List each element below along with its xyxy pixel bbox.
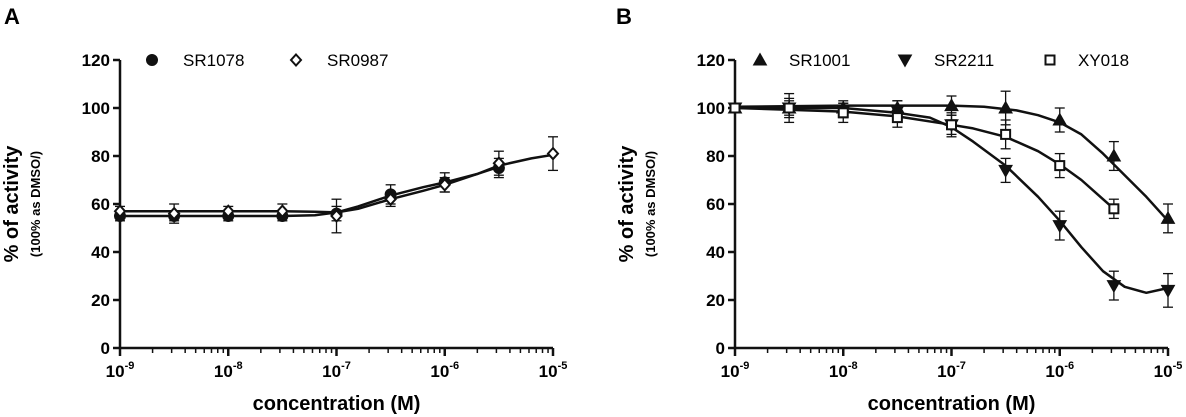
fit-curve [120,165,500,218]
x-tick-label: 10-5 [539,360,568,381]
data-point [1054,160,1066,172]
data-point [837,107,849,119]
x-axis-title: concentration (M) [868,393,1036,415]
y-tick-label: 80 [91,147,110,166]
data-point [1108,203,1120,215]
x-tick-label: 10-8 [214,360,243,381]
y-tick-label: 40 [91,243,110,262]
x-axis-title: concentration (M) [253,393,421,415]
legend-label: SR0987 [327,51,388,70]
legend-label: SR1001 [789,51,850,70]
x-tick-label: 10-7 [322,360,351,381]
data-point [1160,284,1176,298]
legend-marker [289,53,303,67]
data-point [1000,128,1012,140]
legend-label: XY018 [1078,51,1129,70]
x-tick-label: 10-7 [937,360,966,381]
y-tick-label: 60 [706,195,725,214]
data-point [783,102,795,114]
data-point [729,102,741,114]
y-tick-label: 0 [716,339,725,358]
y-axis-title: % of activity [616,145,638,263]
y-tick-label: 80 [706,147,725,166]
x-tick-label: 10-5 [1154,360,1183,381]
y-tick-label: 0 [101,339,110,358]
panel-b: B 0 20 40 60 80 100 120 10-9 10-8 10-7 10-6 10-5 conc… [616,4,1182,415]
data-point [1106,280,1122,294]
data-point [276,204,289,219]
x-tick-label: 10-9 [721,360,750,381]
data-point [944,98,959,112]
panel-label: B [616,4,632,29]
y-tick-label: 40 [706,243,725,262]
y-tick-label: 60 [91,195,110,214]
y-tick-label: 20 [91,291,110,310]
y-axis-subtitle: (100% as DMSO/) [643,151,658,257]
data-point [167,206,181,221]
panel-a: A 0 20 40 60 80 100 120 10-9 10-8 10-7 10-6 10-5 conc… [1,4,567,415]
y-tick-label: 100 [697,99,725,118]
legend-label: SR2211 [934,51,994,70]
data-point [546,146,560,161]
data-point [891,112,903,124]
legend-marker [897,54,913,68]
data-point [998,164,1013,178]
legend-marker [146,54,158,66]
legend-marker [752,52,768,66]
data-point [113,204,127,219]
panel-label: A [4,4,20,29]
y-tick-label: 120 [697,51,725,70]
data-point [1052,220,1068,234]
y-tick-label: 20 [706,291,725,310]
data-point [492,156,506,171]
x-tick-label: 10-6 [1045,360,1074,381]
y-tick-label: 120 [82,51,110,70]
series-XY018 [729,92,1120,220]
series-SR0987 [113,136,560,234]
y-axis-title: % of activity [1,145,23,263]
data-point [330,209,343,223]
y-axis-subtitle: (100% as DMSO/) [28,151,43,257]
y-tick-label: 100 [82,99,110,118]
data-point [1052,112,1068,126]
data-point [438,177,452,192]
fit-curve [734,104,1169,222]
x-tick-label: 10-6 [430,360,459,381]
data-point [1160,210,1176,224]
legend-marker [1044,54,1056,66]
data-point [1106,148,1122,162]
data-point [946,119,957,131]
data-point [998,100,1013,114]
x-tick-label: 10-8 [829,360,858,381]
legend-label: SR1078 [183,51,244,70]
x-tick-label: 10-9 [106,360,135,381]
data-point [221,204,235,219]
data-point [384,192,397,207]
